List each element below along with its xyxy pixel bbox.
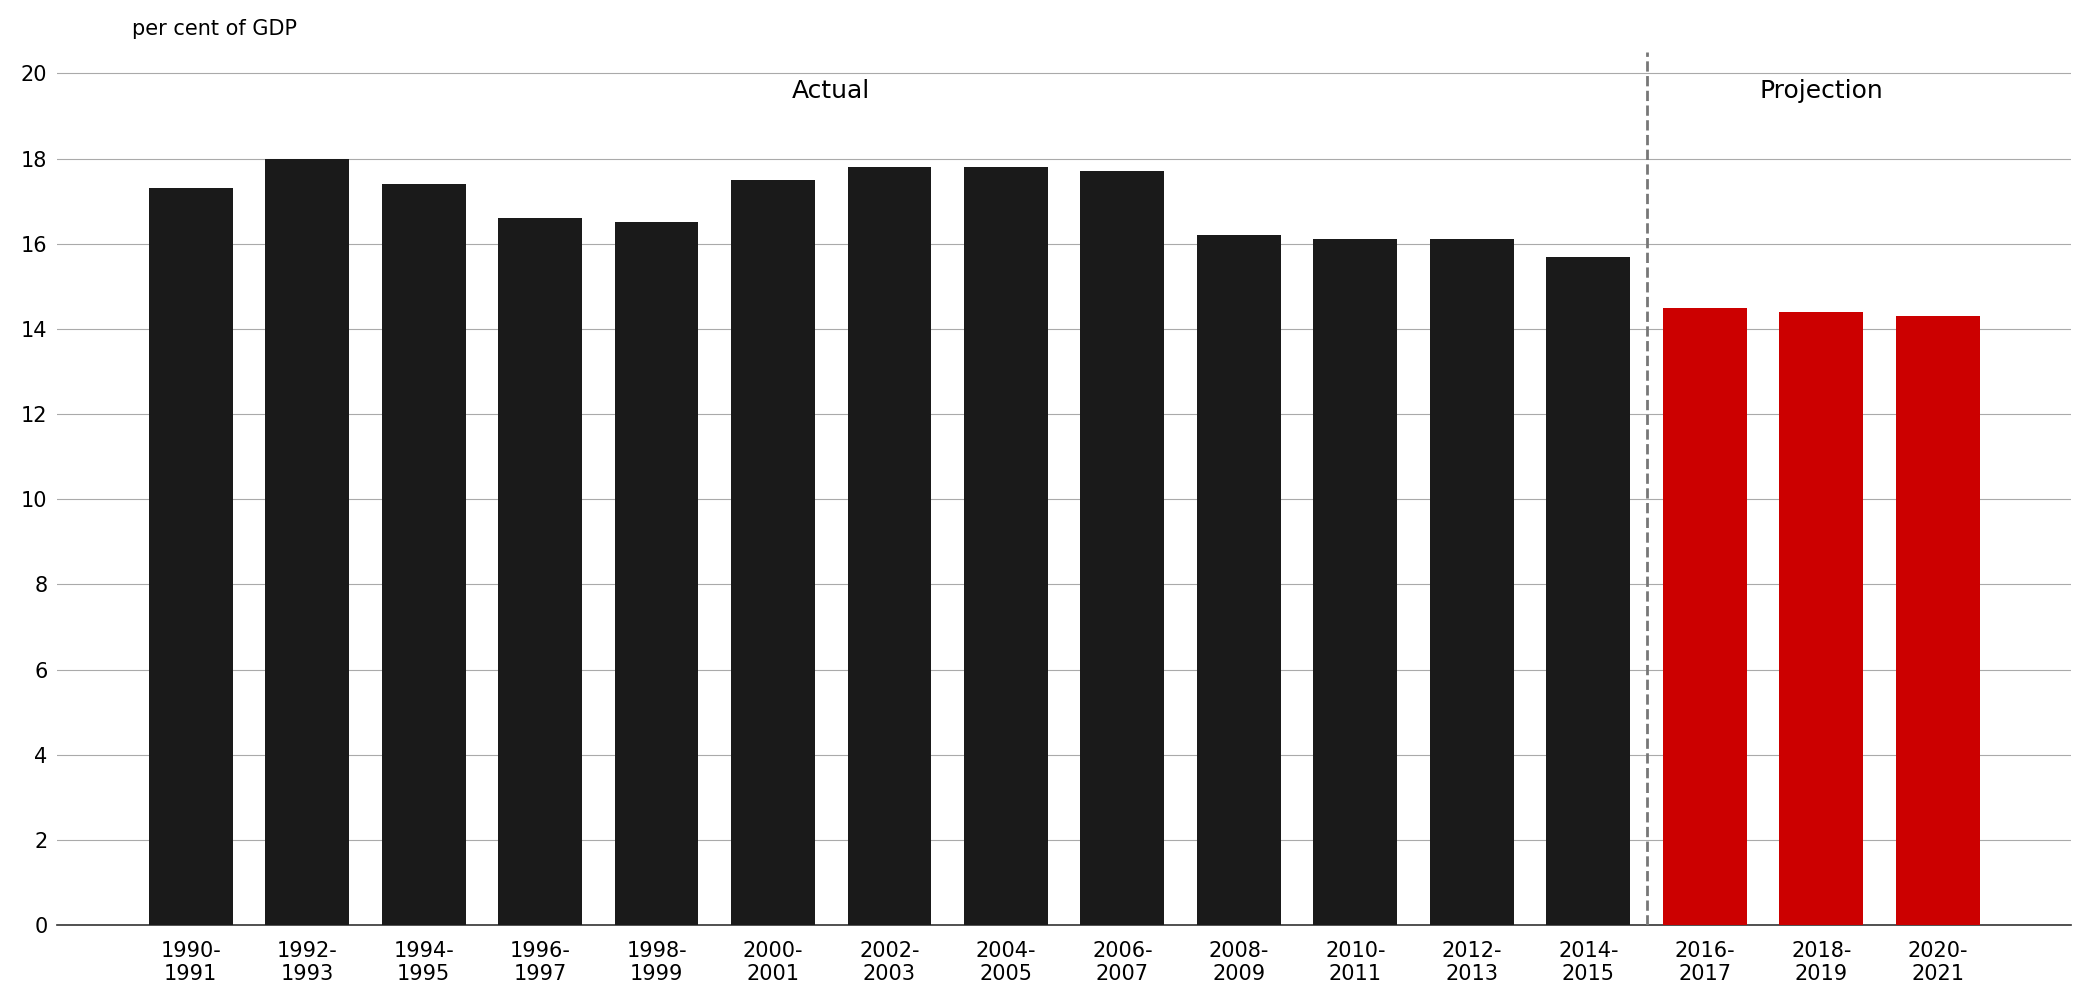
Bar <box>615 222 699 925</box>
Bar <box>266 159 349 925</box>
Bar <box>1780 312 1864 925</box>
Bar <box>1431 239 1515 925</box>
Bar <box>149 188 232 925</box>
Bar <box>498 218 582 925</box>
Bar <box>964 167 1048 925</box>
Bar <box>1079 172 1165 925</box>
Text: per cent of GDP: per cent of GDP <box>132 19 297 39</box>
Bar <box>1197 235 1280 925</box>
Bar <box>381 184 467 925</box>
Bar <box>1546 256 1630 925</box>
Bar <box>1895 317 1979 925</box>
Text: Actual: Actual <box>793 79 870 104</box>
Bar <box>1663 308 1747 925</box>
Bar <box>730 180 816 925</box>
Text: Projection: Projection <box>1759 79 1883 104</box>
Bar <box>847 167 931 925</box>
Bar <box>1314 239 1397 925</box>
